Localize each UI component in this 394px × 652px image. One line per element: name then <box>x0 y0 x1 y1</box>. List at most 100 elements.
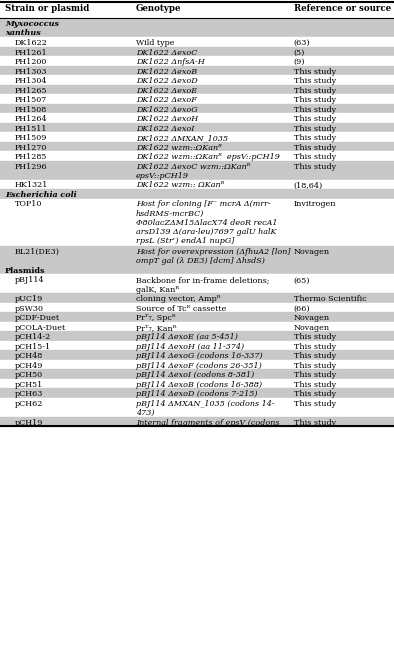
Bar <box>0 141 394 151</box>
Text: DK1622 wzm::ΩKanᴿ: DK1622 wzm::ΩKanᴿ <box>136 143 222 151</box>
Text: Host for cloning [F⁻ mcrA Δ(mrr-
hsdRMS-mcrBC)
Φ80lacZΔM15ΔlacX74 deoR recA1
ars: Host for cloning [F⁻ mcrA Δ(mrr- hsdRMS-… <box>136 200 277 245</box>
Text: PH1200: PH1200 <box>15 58 47 66</box>
Text: Host for overexpression (ΔfhuA2 [lon]
ompT gal (λ DE3) [dcm] ΔhsdS): Host for overexpression (ΔfhuA2 [lon] om… <box>136 248 290 265</box>
Bar <box>0 179 394 189</box>
Text: pBJ114 ΔexoE (aa 5-451): pBJ114 ΔexoE (aa 5-451) <box>136 333 238 341</box>
Text: Reference or source: Reference or source <box>294 3 391 12</box>
Text: pCH49: pCH49 <box>15 362 43 370</box>
Text: (5): (5) <box>294 49 305 57</box>
Text: This study: This study <box>294 419 336 426</box>
Text: pBJ114 ΔMXAN_1035 (codons 14-
473): pBJ114 ΔMXAN_1035 (codons 14- 473) <box>136 400 275 417</box>
Text: pCH62: pCH62 <box>15 400 43 408</box>
Text: pUC19: pUC19 <box>15 295 43 303</box>
Bar <box>0 369 394 379</box>
Text: Myxococcus
xanthus: Myxococcus xanthus <box>5 20 59 37</box>
Bar <box>0 322 394 331</box>
Text: This study: This study <box>294 143 336 151</box>
Bar <box>0 417 394 426</box>
Text: This study: This study <box>294 362 336 370</box>
Text: PH1508: PH1508 <box>15 106 47 113</box>
Text: DK1622 ΔexoC: DK1622 ΔexoC <box>136 49 197 57</box>
Text: pCH15-1: pCH15-1 <box>15 343 51 351</box>
Bar <box>0 132 394 141</box>
Text: (9): (9) <box>294 58 305 66</box>
Text: PH1296: PH1296 <box>15 162 48 171</box>
Text: pCH50: pCH50 <box>15 371 43 379</box>
Bar <box>0 151 394 160</box>
Bar <box>0 75 394 85</box>
Bar <box>0 66 394 75</box>
Text: DK1622 ΔexoG: DK1622 ΔexoG <box>136 106 197 113</box>
Text: DK1622 wzm::ΩKanᴿ  epsV::pCH19: DK1622 wzm::ΩKanᴿ epsV::pCH19 <box>136 153 280 161</box>
Text: DK1622: DK1622 <box>15 39 48 47</box>
Text: Plasmids: Plasmids <box>5 267 46 275</box>
Text: BL21(DE3): BL21(DE3) <box>15 248 60 256</box>
Bar <box>0 265 394 274</box>
Text: pCH63: pCH63 <box>15 390 43 398</box>
Text: This study: This study <box>294 68 336 76</box>
Text: (66): (66) <box>294 304 310 313</box>
Bar <box>0 398 394 417</box>
Text: This study: This study <box>294 134 336 142</box>
Text: Invitrogen: Invitrogen <box>294 200 336 209</box>
Text: Backbone for in-frame deletions;
galK, Kanᴿ: Backbone for in-frame deletions; galK, K… <box>136 276 269 293</box>
Text: Prᵀ₇, Kanᴿ: Prᵀ₇, Kanᴿ <box>136 324 177 332</box>
Text: pBJ114 ΔexoG (codons 16-337): pBJ114 ΔexoG (codons 16-337) <box>136 352 262 361</box>
Text: DK1622 ΔexoI: DK1622 ΔexoI <box>136 125 194 132</box>
Text: pBJ114: pBJ114 <box>15 276 45 284</box>
Bar <box>0 198 394 246</box>
Text: This study: This study <box>294 153 336 161</box>
Bar <box>0 18 394 37</box>
Text: This study: This study <box>294 87 336 95</box>
Text: This study: This study <box>294 106 336 113</box>
Bar <box>0 246 394 265</box>
Text: (18,64): (18,64) <box>294 181 323 190</box>
Text: DK1622 wzm:: ΩKanᴿ: DK1622 wzm:: ΩKanᴿ <box>136 181 224 190</box>
Text: This study: This study <box>294 352 336 361</box>
Text: PH1509: PH1509 <box>15 134 47 142</box>
Text: This study: This study <box>294 400 336 408</box>
Text: This study: This study <box>294 390 336 398</box>
Bar <box>0 379 394 388</box>
Text: Prᵀ₇, Spcᴿ: Prᵀ₇, Spcᴿ <box>136 314 176 322</box>
Bar <box>0 331 394 341</box>
Text: DK1622 ΔexoH: DK1622 ΔexoH <box>136 115 198 123</box>
Text: PH1270: PH1270 <box>15 143 47 151</box>
Text: pBJ114 ΔexoB (codons 16-388): pBJ114 ΔexoB (codons 16-388) <box>136 381 262 389</box>
Text: Novagen: Novagen <box>294 324 330 332</box>
Text: PH1264: PH1264 <box>15 115 48 123</box>
Text: pCH48: pCH48 <box>15 352 43 361</box>
Text: DK1622 ΔMXAN_1035: DK1622 ΔMXAN_1035 <box>136 134 228 142</box>
Text: Escherichia coli: Escherichia coli <box>5 191 77 199</box>
Text: Novagen: Novagen <box>294 248 330 256</box>
Text: DK1622 ΔexoD: DK1622 ΔexoD <box>136 77 197 85</box>
Text: This study: This study <box>294 371 336 379</box>
Text: DK1622 ΔexoC wzm::ΩKanᴿ
epsV::pCH19: DK1622 ΔexoC wzm::ΩKanᴿ epsV::pCH19 <box>136 162 250 180</box>
Text: Thermo Scientific: Thermo Scientific <box>294 295 366 303</box>
Bar <box>0 104 394 113</box>
Text: pCH14-2: pCH14-2 <box>15 333 51 341</box>
Bar <box>0 274 394 293</box>
Text: pSW30: pSW30 <box>15 304 44 313</box>
Text: DK1622 ΔexoE: DK1622 ΔexoE <box>136 87 197 95</box>
Text: HK1321: HK1321 <box>15 181 48 190</box>
Text: Wild type: Wild type <box>136 39 175 47</box>
Bar <box>0 293 394 303</box>
Text: pBJ114 ΔexoD (codons 7-215): pBJ114 ΔexoD (codons 7-215) <box>136 390 257 398</box>
Text: PH1303: PH1303 <box>15 68 47 76</box>
Bar <box>0 113 394 123</box>
Text: pBJ114 ΔexoH (aa 11-374): pBJ114 ΔexoH (aa 11-374) <box>136 343 244 351</box>
Text: DK1622 ΔexoF: DK1622 ΔexoF <box>136 96 197 104</box>
Text: PH1265: PH1265 <box>15 87 47 95</box>
Text: PH1304: PH1304 <box>15 77 47 85</box>
Text: PH1507: PH1507 <box>15 96 47 104</box>
Text: This study: This study <box>294 343 336 351</box>
Text: pCH51: pCH51 <box>15 381 43 389</box>
Text: Genotype: Genotype <box>136 3 181 12</box>
Text: Novagen: Novagen <box>294 314 330 322</box>
Bar <box>0 388 394 398</box>
Text: pBJ114 ΔexoI (codons 8-381): pBJ114 ΔexoI (codons 8-381) <box>136 371 254 379</box>
Bar <box>0 160 394 179</box>
Bar <box>0 56 394 66</box>
Text: pBJ114 ΔexoF (codons 26-351): pBJ114 ΔexoF (codons 26-351) <box>136 362 262 370</box>
